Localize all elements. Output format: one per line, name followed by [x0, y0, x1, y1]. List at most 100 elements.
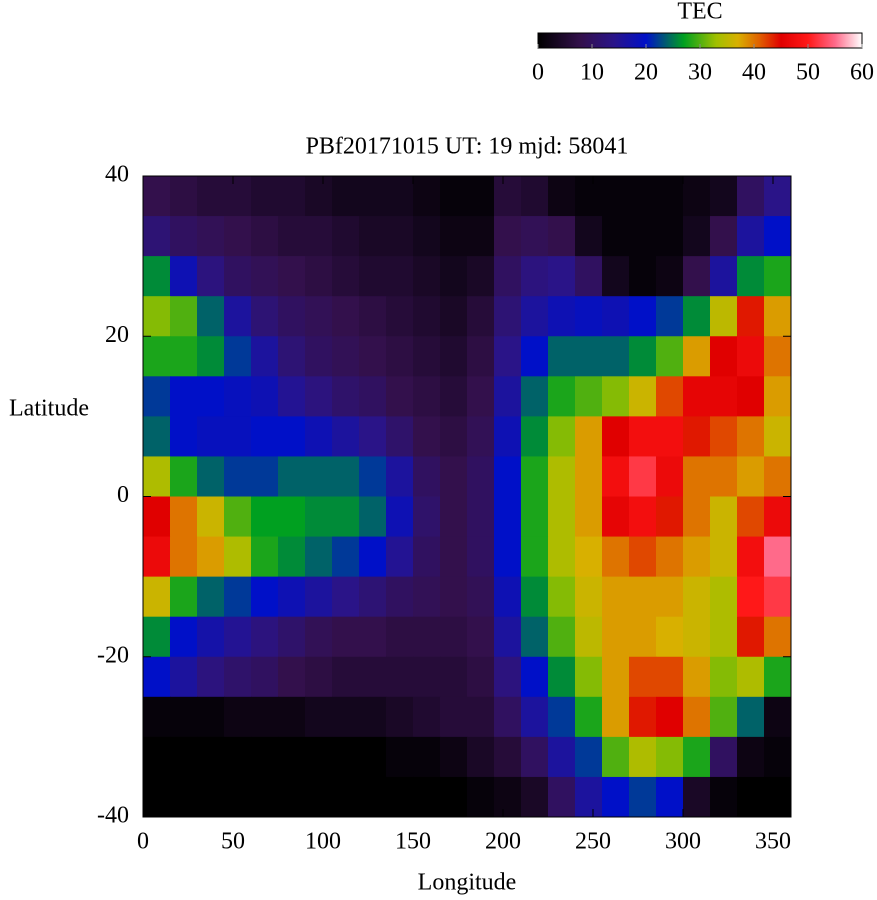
heatmap-cell — [521, 216, 549, 257]
heatmap-cell — [764, 616, 792, 658]
heatmap-cell — [305, 456, 333, 497]
heatmap-cell — [413, 456, 441, 497]
heatmap-cell — [413, 416, 441, 457]
heatmap-cell — [197, 656, 225, 698]
heatmap-cell — [629, 296, 657, 337]
heatmap-cell — [224, 576, 252, 618]
heatmap-cell — [683, 416, 711, 457]
heatmap-cell — [467, 416, 495, 457]
colorbar-tick-label: 20 — [634, 60, 658, 86]
heatmap-cell — [737, 256, 765, 297]
heatmap-cell — [305, 496, 333, 538]
heatmap-cell — [143, 416, 171, 457]
heatmap-cell — [656, 496, 684, 538]
heatmap-cell — [575, 376, 603, 417]
heatmap-cell — [386, 336, 414, 377]
heatmap-cell — [467, 736, 495, 778]
x-tick-label: 250 — [575, 829, 611, 855]
heatmap-cell — [737, 456, 765, 497]
heatmap-cell — [386, 456, 414, 497]
heatmap-cell — [332, 256, 360, 297]
heatmap-cell — [359, 456, 387, 497]
x-tick-label: 150 — [395, 829, 431, 855]
heatmap-cell — [737, 696, 765, 738]
heatmap-cell — [332, 456, 360, 497]
heatmap-cell — [521, 736, 549, 778]
heatmap-cell — [521, 776, 549, 818]
heatmap-cell — [602, 576, 630, 618]
y-tick-label: -20 — [97, 642, 129, 668]
heatmap-cell — [521, 656, 549, 698]
heatmap-cell — [494, 536, 522, 578]
heatmap-cell — [251, 416, 279, 457]
heatmap-cell — [332, 216, 360, 257]
heatmap-cell — [764, 456, 792, 497]
heatmap-cell — [656, 416, 684, 457]
heatmap-cell — [143, 296, 171, 337]
heatmap-cell — [467, 616, 495, 658]
heatmap-cell — [629, 256, 657, 297]
heatmap-cell — [683, 456, 711, 497]
heatmap-cell — [629, 376, 657, 417]
heatmap-cell — [656, 616, 684, 658]
heatmap-cell — [710, 656, 738, 698]
x-tick-label: 50 — [221, 829, 245, 855]
heatmap-cell — [440, 496, 468, 538]
heatmap-cell — [359, 536, 387, 578]
heatmap-cell — [305, 216, 333, 257]
heatmap-cell — [251, 216, 279, 257]
heatmap-cell — [656, 656, 684, 698]
heatmap-cell — [224, 536, 252, 578]
chart-title: PBf20171015 UT: 19 mjd: 58041 — [306, 134, 629, 160]
heatmap-cell — [332, 736, 360, 778]
heatmap-cell — [224, 416, 252, 457]
heatmap-cell — [278, 216, 306, 257]
heatmap-cell — [521, 176, 549, 217]
heatmap-cell — [710, 696, 738, 738]
heatmap-cell — [494, 576, 522, 618]
heatmap-cell — [710, 296, 738, 337]
heatmap-cell — [197, 176, 225, 217]
heatmap-cell — [386, 216, 414, 257]
heatmap-cell — [413, 616, 441, 658]
heatmap-cell — [224, 496, 252, 538]
heatmap-cell — [710, 176, 738, 217]
heatmap-cell — [575, 576, 603, 618]
heatmap-cell — [710, 576, 738, 618]
heatmap-cell — [737, 736, 765, 778]
heatmap-cell — [521, 256, 549, 297]
heatmap-cell — [602, 336, 630, 377]
heatmap-cell — [386, 696, 414, 738]
heatmap-cell — [440, 576, 468, 618]
heatmap-cell — [143, 696, 171, 738]
heatmap-cell — [440, 776, 468, 818]
heatmap-cell — [251, 536, 279, 578]
heatmap-cell — [683, 536, 711, 578]
heatmap-cell — [413, 296, 441, 337]
heatmap-cell — [305, 296, 333, 337]
y-tick-label: 0 — [117, 482, 129, 508]
heatmap-cell — [656, 696, 684, 738]
heatmap-cell — [575, 536, 603, 578]
heatmap-cell — [197, 256, 225, 297]
heatmap-cell — [305, 576, 333, 618]
heatmap-cell — [764, 696, 792, 738]
heatmap-cell — [575, 736, 603, 778]
heatmap-cell — [629, 536, 657, 578]
heatmap-cell — [251, 656, 279, 698]
heatmap-cell — [710, 376, 738, 417]
heatmap-cell — [710, 216, 738, 257]
heatmap-cell — [764, 416, 792, 457]
heatmap-cell — [224, 736, 252, 778]
heatmap-cell — [278, 376, 306, 417]
heatmap-cell — [305, 776, 333, 818]
heatmap-cell — [278, 176, 306, 217]
heatmap-cell — [386, 576, 414, 618]
heatmap-cell — [143, 336, 171, 377]
heatmap-cell — [602, 296, 630, 337]
heatmap-cell — [170, 256, 198, 297]
heatmap-cell — [710, 496, 738, 538]
heatmap-cell — [143, 656, 171, 698]
heatmap-cell — [467, 696, 495, 738]
